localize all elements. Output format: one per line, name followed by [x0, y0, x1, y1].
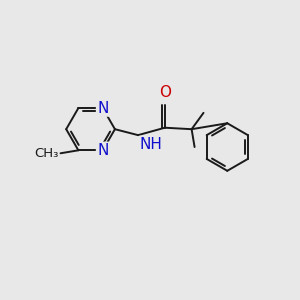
Text: NH: NH — [140, 136, 163, 152]
Text: CH₃: CH₃ — [34, 147, 58, 160]
Text: O: O — [159, 85, 171, 100]
Text: N: N — [97, 100, 108, 116]
Text: N: N — [97, 143, 108, 158]
